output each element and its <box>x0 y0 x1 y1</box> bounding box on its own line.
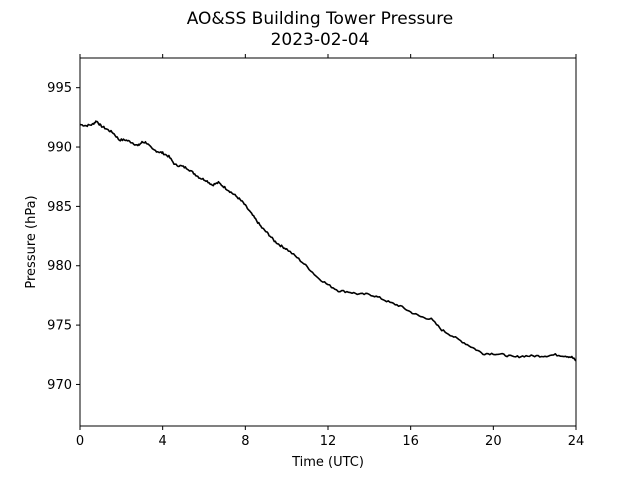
y-tick-label: 975 <box>47 319 72 334</box>
pressure-series-line <box>79 120 577 362</box>
x-tick-label: 8 <box>241 434 249 449</box>
x-tick-label: 20 <box>485 434 502 449</box>
axis-tick-labels: 0 4 8 12 16 20 24 970 975 980 985 990 995 <box>47 81 584 449</box>
y-tick-label: 970 <box>47 378 72 393</box>
chart-title: AO&SS Building Tower Pressure <box>187 9 454 29</box>
x-tick-label: 24 <box>568 434 585 449</box>
x-tick-label: 12 <box>320 434 337 449</box>
y-tick-label: 980 <box>47 259 72 274</box>
x-axis-label: Time (UTC) <box>291 455 364 470</box>
x-tick-label: 4 <box>159 434 167 449</box>
x-tick-label: 16 <box>402 434 419 449</box>
chart-subtitle: 2023-02-04 <box>271 30 370 50</box>
y-tick-label: 990 <box>47 141 72 156</box>
x-tick-label: 0 <box>76 434 84 449</box>
axis-ticks <box>76 54 577 430</box>
y-tick-label: 995 <box>47 81 72 96</box>
plot-frame <box>79 57 577 427</box>
y-axis-label: Pressure (hPa) <box>24 195 39 288</box>
y-tick-label: 985 <box>47 200 72 215</box>
